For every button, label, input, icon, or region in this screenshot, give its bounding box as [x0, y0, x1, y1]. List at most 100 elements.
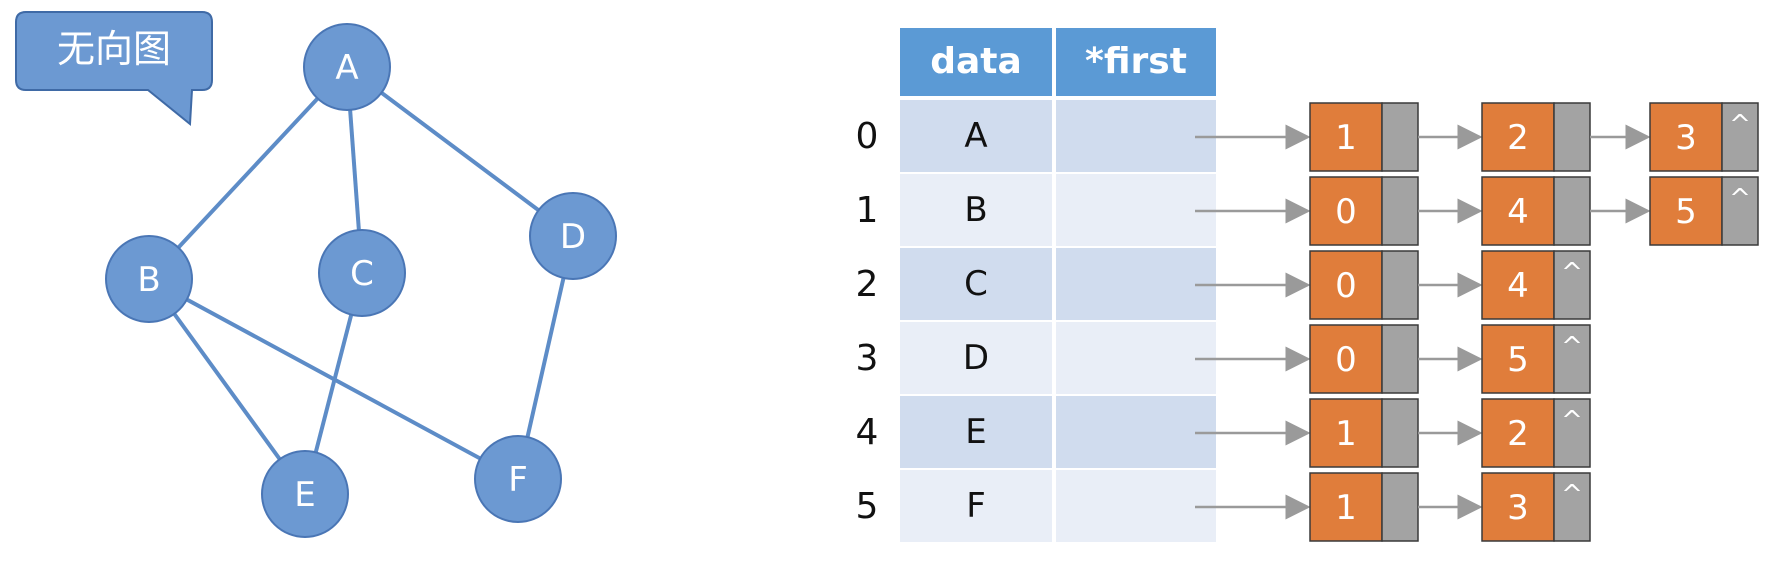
cell-first-pointer: [1056, 396, 1216, 468]
node-label: F: [508, 460, 528, 500]
edge-A-B: [147, 65, 349, 281]
node-A: A: [303, 23, 391, 111]
callout: 无向图: [15, 11, 213, 127]
list-node: 5 ^: [1481, 324, 1591, 394]
null-pointer: ^: [1561, 480, 1583, 510]
adjvex-field: [1649, 102, 1723, 172]
adjvex-value: 0: [1335, 192, 1357, 232]
adjvex-field: [1481, 324, 1555, 394]
adjvex-value: 5: [1507, 340, 1529, 380]
callout-label: 无向图: [57, 27, 171, 71]
adjvex-value: 1: [1335, 488, 1357, 528]
cell-first-pointer: [1056, 100, 1216, 172]
list-node: 4 ^: [1481, 250, 1591, 320]
adjvex-value: 0: [1335, 340, 1357, 380]
next-pointer-field: [1553, 324, 1591, 394]
row-index: 4: [855, 412, 879, 453]
adjvex-field: [1309, 102, 1383, 172]
null-pointer: ^: [1561, 406, 1583, 436]
next-pointer-field: [1381, 250, 1419, 320]
undirected-graph: 无向图 A B C D E F: [15, 11, 617, 538]
header-data: data: [900, 28, 1052, 96]
adjvex-field: [1309, 176, 1383, 246]
adjvex-value: 2: [1507, 118, 1529, 158]
adjvex-value: 3: [1507, 488, 1529, 528]
list-node: 1: [1309, 472, 1419, 542]
next-pointer-field: [1721, 176, 1759, 246]
adjvex-value: 4: [1507, 192, 1529, 232]
row-index: 3: [855, 338, 879, 379]
list-node: 2: [1481, 102, 1591, 172]
cell-data: B: [900, 174, 1052, 246]
next-pointer-field: [1721, 102, 1759, 172]
row-index: 5: [855, 486, 879, 527]
cell-first-pointer: [1056, 470, 1216, 542]
adjvex-field: [1649, 176, 1723, 246]
next-pointer-field: [1553, 472, 1591, 542]
node-E: E: [261, 450, 349, 538]
adjvex-field: [1309, 398, 1383, 468]
next-pointer-field: [1553, 102, 1591, 172]
list-node: 1: [1309, 398, 1419, 468]
next-pointer-field: [1381, 324, 1419, 394]
adjvex-field: [1309, 472, 1383, 542]
list-node: 0: [1309, 324, 1419, 394]
list-node: 0: [1309, 176, 1419, 246]
node-label: C: [350, 254, 374, 294]
null-pointer: ^: [1561, 258, 1583, 288]
adjvex-field: [1481, 176, 1555, 246]
null-pointer: ^: [1561, 332, 1583, 362]
adjvex-value: 4: [1507, 266, 1529, 306]
list-node: 1: [1309, 102, 1419, 172]
list-node: 4: [1481, 176, 1591, 246]
cell-first-pointer: [1056, 322, 1216, 394]
list-node: 2 ^: [1481, 398, 1591, 468]
node-label: D: [560, 217, 586, 257]
node-C: C: [318, 229, 406, 317]
next-pointer-field: [1553, 398, 1591, 468]
next-pointer-field: [1553, 250, 1591, 320]
adjvex-field: [1309, 324, 1383, 394]
adjvex-field: [1481, 102, 1555, 172]
adjvex-value: 3: [1675, 118, 1697, 158]
edge-A-D: [345, 65, 575, 238]
adjvex-value: 1: [1335, 118, 1357, 158]
cell-data: F: [900, 470, 1052, 542]
adjvex-value: 2: [1507, 414, 1529, 454]
node-B: B: [105, 235, 193, 323]
list-node: 0: [1309, 250, 1419, 320]
adjvex-field: [1481, 398, 1555, 468]
adjvex-field: [1481, 472, 1555, 542]
node-label: B: [137, 260, 160, 300]
row-index: 1: [855, 190, 879, 231]
cell-data: D: [900, 322, 1052, 394]
node-label: E: [294, 475, 315, 515]
adjvex-value: 5: [1675, 192, 1697, 232]
null-pointer: ^: [1729, 110, 1751, 140]
row-index: 0: [855, 116, 879, 157]
node-label: A: [335, 48, 358, 88]
adjvex-value: 0: [1335, 266, 1357, 306]
adjvex-value: 1: [1335, 414, 1357, 454]
edge-B-E: [147, 277, 307, 496]
next-pointer-field: [1553, 176, 1591, 246]
node-F: F: [474, 435, 562, 523]
next-pointer-field: [1381, 472, 1419, 542]
header-first: *first: [1056, 28, 1216, 96]
next-pointer-field: [1381, 398, 1419, 468]
cell-data: A: [900, 100, 1052, 172]
list-node: 5 ^: [1649, 176, 1759, 246]
row-index: 2: [855, 264, 879, 305]
null-pointer: ^: [1729, 184, 1751, 214]
next-pointer-field: [1381, 176, 1419, 246]
adjvex-field: [1309, 250, 1383, 320]
cell-data: E: [900, 396, 1052, 468]
next-pointer-field: [1381, 102, 1419, 172]
node-D: D: [529, 192, 617, 280]
list-node: 3 ^: [1649, 102, 1759, 172]
cell-first-pointer: [1056, 248, 1216, 320]
list-node: 3 ^: [1481, 472, 1591, 542]
cell-first-pointer: [1056, 174, 1216, 246]
cell-data: C: [900, 248, 1052, 320]
